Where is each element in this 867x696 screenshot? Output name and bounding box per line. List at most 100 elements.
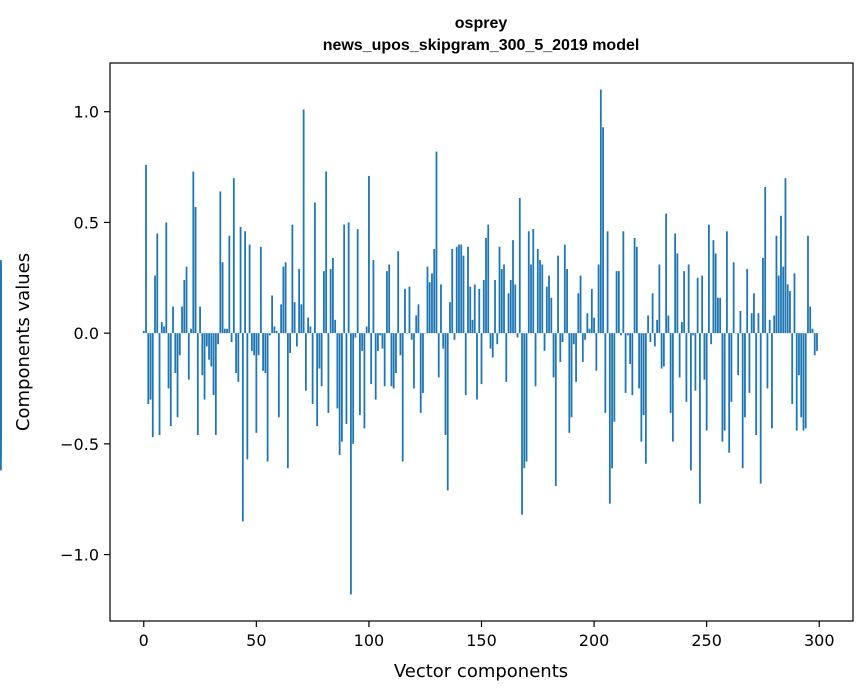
bar: [255, 333, 258, 433]
bar: [273, 326, 276, 334]
bar: [617, 271, 620, 334]
bar: [771, 333, 773, 429]
bar: [266, 333, 269, 462]
bar: [714, 253, 717, 334]
bar: [550, 297, 553, 334]
bar: [608, 333, 611, 504]
bar: [667, 315, 670, 334]
bar: [165, 222, 168, 334]
bar: [345, 333, 348, 424]
bar: [802, 333, 805, 431]
bar: [762, 257, 764, 334]
x-tick-label: 0: [139, 631, 149, 650]
bar: [190, 328, 192, 334]
bar: [145, 164, 147, 334]
bar: [624, 333, 627, 393]
bar: [701, 275, 704, 334]
bar: [651, 293, 654, 334]
bar: [0, 333, 2, 338]
bar: [250, 333, 253, 351]
bar: [401, 333, 404, 462]
bar: [309, 326, 312, 334]
bar: [176, 333, 179, 418]
bar: [505, 333, 508, 382]
bar: [336, 333, 339, 409]
bar: [356, 229, 359, 334]
bar: [239, 226, 242, 334]
bar: [381, 333, 384, 349]
bar: [694, 333, 697, 391]
bar: [559, 333, 562, 362]
bar: [440, 284, 442, 334]
bar: [813, 333, 816, 356]
bar: [259, 246, 262, 334]
bar: [354, 333, 357, 338]
bar: [579, 275, 582, 334]
bar: [302, 109, 305, 334]
bar: [717, 297, 719, 334]
bar: [183, 280, 186, 334]
bar: [327, 333, 330, 413]
y-tick-label: −1.0: [60, 546, 99, 565]
bar: [784, 178, 787, 334]
bar: [800, 333, 803, 418]
bar: [566, 268, 568, 334]
bar: [417, 304, 420, 334]
bar: [766, 333, 769, 389]
bar: [604, 333, 607, 413]
bar: [275, 330, 278, 334]
bar: [748, 333, 751, 393]
bar: [217, 333, 219, 345]
bar: [703, 333, 706, 380]
bar: [642, 333, 645, 416]
bar: [410, 333, 413, 340]
bar: [419, 333, 422, 413]
bar: [726, 231, 728, 334]
bar: [415, 315, 418, 334]
bar: [631, 333, 634, 396]
bar: [764, 187, 767, 334]
bar: [620, 333, 622, 336]
x-axis-label: Vector components: [394, 661, 568, 682]
bar: [782, 266, 785, 334]
bar: [527, 231, 530, 334]
bar: [629, 333, 631, 365]
bar: [237, 333, 240, 382]
bar: [532, 229, 535, 334]
bar: [352, 333, 355, 444]
bar: [658, 264, 661, 334]
bar: [728, 333, 731, 453]
bar: [428, 282, 431, 334]
bar: [525, 333, 528, 462]
bar: [622, 231, 625, 334]
bar: [539, 260, 541, 334]
bar: [554, 333, 557, 486]
bar: [318, 333, 321, 369]
bar: [705, 333, 708, 431]
bar: [712, 240, 715, 334]
bar: [395, 333, 397, 373]
bar: [660, 333, 663, 369]
bar: [496, 333, 499, 345]
bar: [626, 333, 629, 336]
bar: [320, 333, 323, 387]
bar: [485, 237, 487, 334]
x-tick-label: 200: [579, 631, 610, 650]
bar: [338, 333, 341, 455]
x-tick-label: 100: [354, 631, 385, 650]
bar: [464, 333, 467, 396]
y-axis-label: Components values: [13, 253, 34, 431]
bar: [253, 333, 255, 356]
bar: [577, 293, 580, 334]
bar: [334, 319, 337, 334]
bar: [662, 333, 665, 367]
bar: [455, 246, 458, 334]
bar: [192, 171, 195, 334]
bar: [232, 178, 235, 334]
bar: [329, 268, 332, 334]
bar: [298, 268, 301, 334]
bar: [343, 224, 346, 334]
bar: [557, 255, 559, 334]
bar: [437, 333, 440, 378]
